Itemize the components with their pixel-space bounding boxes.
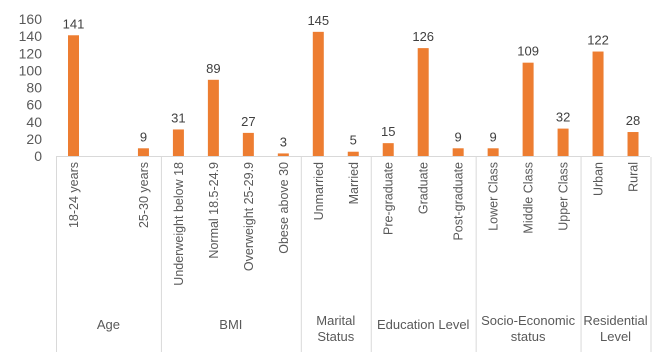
bar bbox=[347, 151, 359, 156]
x-group-label: Status bbox=[317, 329, 354, 344]
bar bbox=[277, 153, 289, 156]
bar bbox=[172, 129, 184, 156]
x-category-label: Upper Class bbox=[557, 162, 571, 231]
data-label: 9 bbox=[490, 129, 497, 144]
data-label: 145 bbox=[307, 13, 329, 28]
x-category-label: Rural bbox=[627, 162, 641, 192]
x-axis: 18-24 years 25-30 years Age Underweight bel… bbox=[56, 156, 652, 352]
x-category-label: Unmarried bbox=[312, 162, 326, 220]
data-label: 15 bbox=[381, 124, 395, 139]
x-category-label: Normal 18.5-24.9 bbox=[207, 162, 221, 259]
bar bbox=[207, 79, 219, 156]
x-category-label: Middle Class bbox=[522, 162, 536, 234]
data-label: 3 bbox=[280, 134, 287, 149]
y-tick-label: 20 bbox=[26, 131, 42, 147]
data-label: 141 bbox=[63, 16, 85, 31]
x-category-label: 18-24 years bbox=[67, 162, 81, 228]
data-label: 32 bbox=[556, 110, 570, 125]
x-group-label: Socio-Economic bbox=[481, 313, 575, 328]
x-category-label: Urban bbox=[592, 162, 606, 196]
x-category-label: Underweight below 18 bbox=[172, 162, 186, 286]
x-category-label: Graduate bbox=[417, 162, 431, 214]
x-category-label: Overweight 25-29.9 bbox=[242, 162, 256, 271]
bar bbox=[592, 51, 604, 156]
x-group-label: status bbox=[511, 329, 546, 344]
y-tick-label: 40 bbox=[26, 114, 42, 130]
bar bbox=[417, 48, 429, 156]
x-category-label: 25-30 years bbox=[137, 162, 151, 228]
x-group-label: BMI bbox=[219, 317, 242, 332]
x-group-label: Education Level bbox=[377, 317, 470, 332]
bar bbox=[68, 35, 79, 156]
bar bbox=[137, 148, 149, 156]
data-label: 27 bbox=[241, 114, 255, 129]
bar bbox=[522, 62, 534, 157]
data-label: 122 bbox=[587, 33, 609, 48]
y-tick-label: 160 bbox=[19, 11, 43, 27]
data-label: 31 bbox=[171, 110, 185, 125]
x-category-label: Pre-graduate bbox=[382, 162, 396, 235]
y-tick-label: 0 bbox=[34, 148, 42, 164]
data-labels: 141 9 31 89 27 3 145 5 15 126 9 9 109 32 122 28 bbox=[63, 13, 641, 150]
bar bbox=[382, 143, 394, 156]
data-label: 28 bbox=[626, 113, 640, 128]
x-category-label: Obese above 30 bbox=[277, 162, 291, 254]
x-group-label: Residential bbox=[583, 313, 647, 328]
bar-series bbox=[68, 31, 639, 157]
data-label: 89 bbox=[206, 61, 220, 76]
data-label: 5 bbox=[350, 133, 357, 148]
bar bbox=[452, 148, 464, 156]
x-group-label: Age bbox=[97, 317, 120, 332]
bar bbox=[312, 31, 324, 156]
x-category-label: Post-graduate bbox=[452, 162, 466, 241]
x-group-label: Level bbox=[600, 329, 631, 344]
x-category-label: Lower Class bbox=[487, 162, 501, 231]
bar bbox=[487, 148, 499, 156]
y-tick-label: 100 bbox=[19, 62, 43, 78]
y-tick-label: 120 bbox=[19, 45, 43, 61]
data-label: 126 bbox=[412, 29, 434, 44]
x-category-label: Married bbox=[347, 162, 361, 204]
data-label: 9 bbox=[455, 129, 462, 144]
bar bbox=[242, 132, 254, 156]
y-tick-label: 140 bbox=[19, 28, 43, 44]
x-group-label: Marital bbox=[316, 313, 355, 328]
y-tick-label: 80 bbox=[26, 80, 42, 96]
data-label: 109 bbox=[517, 44, 539, 59]
bar bbox=[557, 128, 569, 156]
data-label: 9 bbox=[140, 129, 147, 144]
bar bbox=[627, 132, 639, 156]
y-tick-label: 60 bbox=[26, 97, 42, 113]
